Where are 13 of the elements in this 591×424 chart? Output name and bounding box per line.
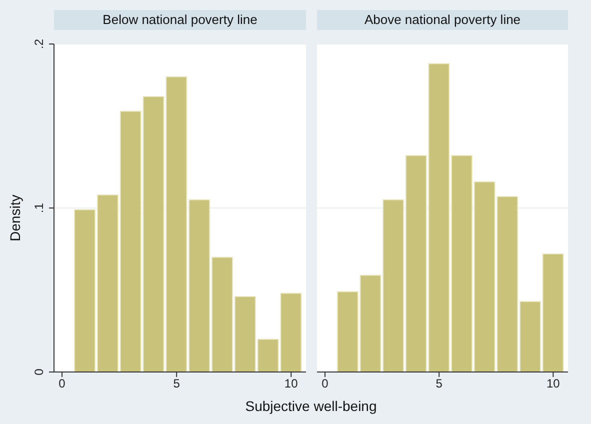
x-tick-label: 10 <box>546 376 560 391</box>
x-tick-label: 5 <box>436 376 443 391</box>
x-tick-label: 5 <box>173 376 180 391</box>
x-tick-label: 10 <box>284 376 298 391</box>
x-axis-title: Subjective well-being <box>244 398 378 414</box>
x-tick-label: 0 <box>322 376 329 391</box>
chart-title: Above national poverty line <box>317 10 568 30</box>
y-axis-title: Density <box>7 194 23 242</box>
y-tick-label: 0 <box>32 368 46 376</box>
x-tick-label: 0 <box>58 376 66 391</box>
y-tick-label: .1 <box>32 202 46 214</box>
y-tick-label: .2 <box>32 38 46 50</box>
chart-title: Below national poverty line <box>54 10 306 30</box>
